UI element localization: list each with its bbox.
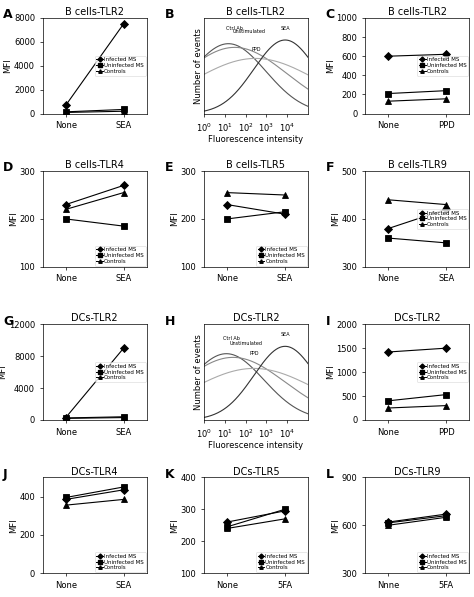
Title: B cells-TLR5: B cells-TLR5	[227, 160, 285, 170]
Legend: Infected MS, Uninfected MS, Controls: Infected MS, Uninfected MS, Controls	[95, 362, 146, 382]
Y-axis label: MFI: MFI	[9, 518, 18, 533]
Text: H: H	[164, 315, 175, 328]
Y-axis label: Number of events: Number of events	[193, 28, 202, 104]
Text: C: C	[326, 8, 335, 21]
Text: G: G	[3, 315, 13, 328]
Y-axis label: MFI: MFI	[170, 518, 179, 533]
Title: DCs-TLR2: DCs-TLR2	[394, 313, 440, 324]
Title: B cells-TLR4: B cells-TLR4	[65, 160, 124, 170]
Y-axis label: MFI: MFI	[331, 211, 340, 226]
Text: L: L	[326, 468, 334, 481]
Text: SEA: SEA	[281, 26, 291, 30]
Title: DCs-TLR5: DCs-TLR5	[233, 467, 279, 476]
Y-axis label: MFI: MFI	[326, 365, 335, 380]
Text: A: A	[3, 8, 13, 21]
Legend: Infected MS, Uninfected MS, Controls: Infected MS, Uninfected MS, Controls	[417, 552, 468, 572]
Title: DCs-TLR2: DCs-TLR2	[233, 313, 279, 324]
Legend: Infected MS, Uninfected MS, Controls: Infected MS, Uninfected MS, Controls	[95, 552, 146, 572]
Y-axis label: MFI: MFI	[331, 518, 340, 533]
Title: DCs-TLR4: DCs-TLR4	[72, 467, 118, 476]
Title: DCs-TLR2: DCs-TLR2	[72, 313, 118, 324]
Text: B: B	[164, 8, 174, 21]
Legend: Infected MS, Uninfected MS, Controls: Infected MS, Uninfected MS, Controls	[256, 246, 307, 266]
Text: SEA: SEA	[281, 332, 291, 337]
X-axis label: Fluorescence intensity: Fluorescence intensity	[209, 135, 303, 144]
Text: PPD: PPD	[249, 351, 259, 356]
Text: Unstimulated: Unstimulated	[230, 341, 263, 346]
Text: K: K	[164, 468, 174, 481]
Legend: Infected MS, Uninfected MS, Controls: Infected MS, Uninfected MS, Controls	[417, 362, 468, 382]
Y-axis label: MFI: MFI	[3, 59, 12, 73]
Y-axis label: MFI: MFI	[0, 365, 8, 380]
Text: Unstimulated: Unstimulated	[233, 29, 266, 35]
Text: I: I	[326, 315, 330, 328]
Text: PPD: PPD	[252, 47, 261, 51]
Legend: Infected MS, Uninfected MS, Controls: Infected MS, Uninfected MS, Controls	[95, 246, 146, 266]
Text: F: F	[326, 162, 334, 174]
Legend: Infected MS, Uninfected MS, Controls: Infected MS, Uninfected MS, Controls	[95, 56, 146, 76]
Legend: Infected MS, Uninfected MS, Controls: Infected MS, Uninfected MS, Controls	[417, 209, 468, 229]
Text: Ctrl Ab: Ctrl Ab	[227, 26, 243, 30]
Legend: Infected MS, Uninfected MS, Controls: Infected MS, Uninfected MS, Controls	[256, 552, 307, 572]
Text: J: J	[3, 468, 8, 481]
Title: B cells-TLR2: B cells-TLR2	[65, 7, 124, 17]
Y-axis label: MFI: MFI	[326, 59, 335, 73]
Title: DCs-TLR9: DCs-TLR9	[394, 467, 440, 476]
Y-axis label: MFI: MFI	[170, 211, 179, 226]
Title: B cells-TLR9: B cells-TLR9	[388, 160, 447, 170]
Y-axis label: MFI: MFI	[9, 211, 18, 226]
Title: B cells-TLR2: B cells-TLR2	[227, 7, 285, 17]
Title: B cells-TLR2: B cells-TLR2	[388, 7, 447, 17]
Text: Ctrl Ab: Ctrl Ab	[223, 336, 239, 341]
X-axis label: Fluorescence intensity: Fluorescence intensity	[209, 441, 303, 450]
Text: D: D	[3, 162, 13, 174]
Legend: Infected MS, Uninfected MS, Controls: Infected MS, Uninfected MS, Controls	[417, 56, 468, 76]
Text: E: E	[164, 162, 173, 174]
Y-axis label: Number of events: Number of events	[193, 334, 202, 410]
